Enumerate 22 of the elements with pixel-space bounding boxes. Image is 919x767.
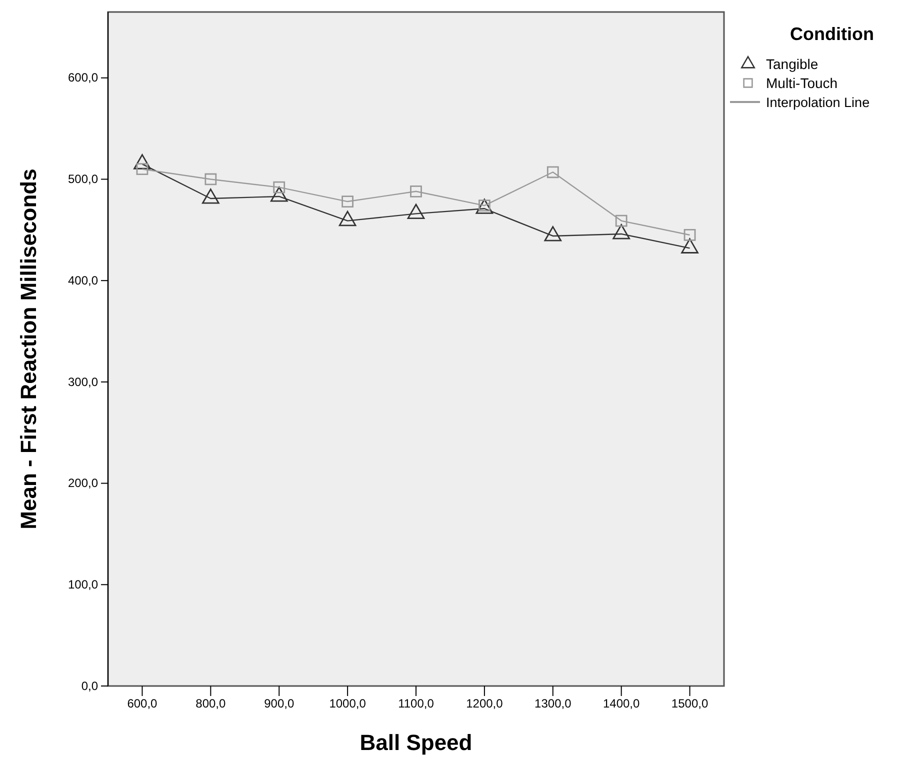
x-tick-label: 900,0 [264, 696, 294, 711]
x-tick-label: 1400,0 [602, 696, 640, 711]
x-tick-label: 1000,0 [329, 696, 366, 711]
legend-label: Tangible [766, 56, 818, 72]
x-tick-label: 1500,0 [671, 696, 708, 711]
y-tick-label: 600,0 [68, 70, 98, 85]
text: Interpolation Line [766, 95, 870, 110]
legend-label: Multi-Touch [766, 75, 838, 91]
y-tick-label: 500,0 [68, 172, 98, 186]
y-tick-label: 200,0 [68, 476, 98, 490]
x-tick-label: 1300,0 [534, 696, 572, 711]
y-axis-title: Mean - First Reaction Milliseconds [16, 168, 41, 530]
x-tick-label: 800,0 [196, 696, 226, 711]
y-tick-label: 0,0 [81, 678, 98, 693]
x-axis-title: Ball Speed [360, 730, 472, 755]
x-tick-label: 600,0 [127, 696, 158, 711]
x-tick-label: 1200,0 [466, 696, 504, 711]
y-tick-label: 300,0 [68, 374, 98, 389]
legend-title: Condition [790, 24, 874, 44]
y-tick-label: 100,0 [68, 577, 98, 592]
x-tick-label: 1100,0 [398, 696, 434, 711]
y-tick-label: 400,0 [68, 273, 98, 288]
